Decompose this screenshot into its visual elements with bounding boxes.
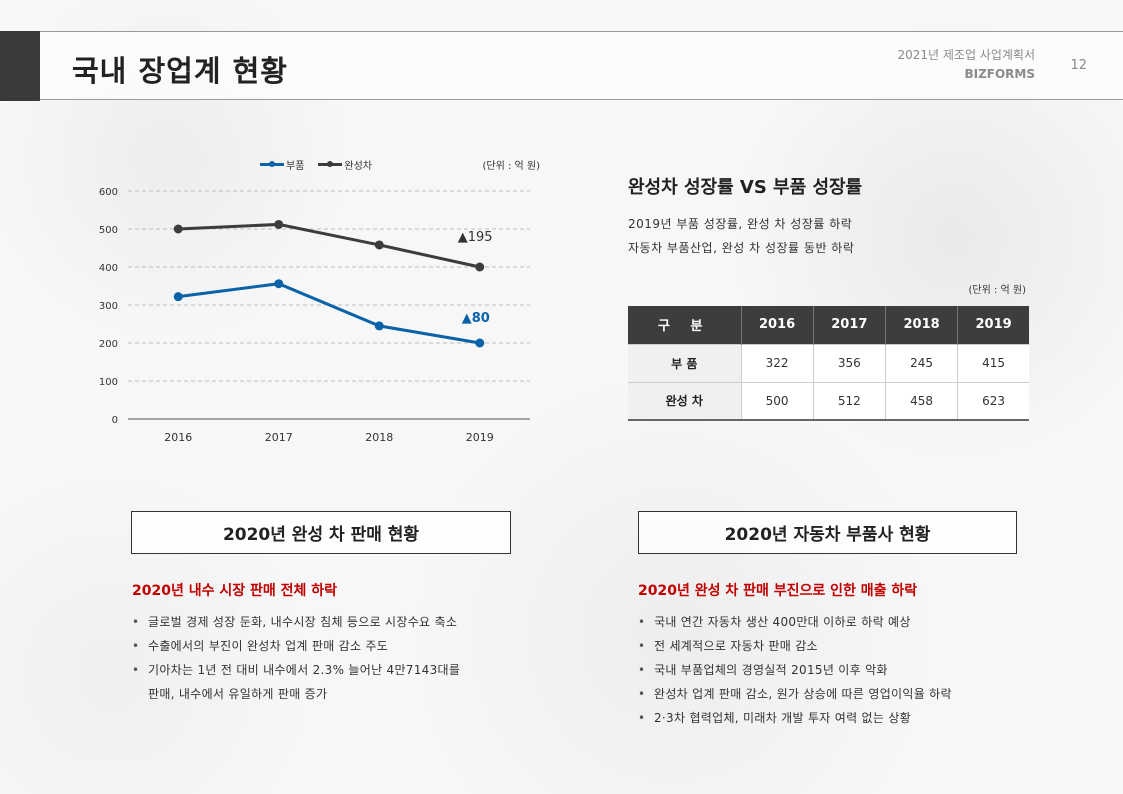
document-title: 2021년 제조업 사업계획서 — [897, 48, 1035, 62]
row-label-parts: 부 품 — [628, 343, 741, 382]
series-line — [178, 222, 481, 269]
legend-swatch-cars — [318, 161, 343, 167]
data-point — [475, 338, 485, 348]
left-section-subtitle: 2020년 내수 시장 판매 전체 하락 — [132, 583, 338, 599]
x-tick-label: 2019 — [466, 431, 494, 444]
data-point — [274, 219, 284, 229]
data-point — [173, 292, 183, 302]
left-bullet-list: 글로벌 경제 성장 둔화, 내수시장 침체 등으로 시장수요 축소 수출에서의 … — [132, 610, 460, 706]
table-cell: 500 — [740, 381, 814, 421]
line-chart: 0 100 200 300 400 500 600 2016 2017 2018 2019 ▲195 ▲… — [80, 150, 550, 460]
legend-label: 완성차 — [344, 161, 373, 172]
y-tick-label: 200 — [99, 339, 118, 350]
document-info: 2021년 제조업 사업계획서 BIZFORMS — [897, 46, 1035, 84]
table-header-category: 구 분 — [628, 306, 741, 344]
list-item: 완성차 업계 판매 감소, 원가 상승에 따른 영업이익율 하락 — [638, 682, 952, 706]
table-unit-label: (단위 : 억 원) — [968, 285, 1026, 296]
table-row: 부 품 322 356 245 415 — [628, 343, 1029, 382]
list-item: 2·3차 협력업체, 미래차 개발 투자 여력 없는 상황 — [638, 706, 952, 730]
right-section-subtitle: 2020년 완성 차 판매 부진으로 인한 매출 하락 — [638, 583, 918, 599]
sales-table: 구 분 2016 2017 2018 2019 부 품 322 356 245 … — [628, 306, 1029, 421]
y-tick-label: 300 — [99, 301, 118, 312]
table-header-2016: 2016 — [740, 306, 814, 344]
annotation-cars: ▲195 — [458, 230, 493, 245]
list-item-continuation: 판매, 내수에서 유일하게 판매 증가 — [148, 687, 328, 701]
table-cell: 415 — [957, 343, 1029, 382]
x-tick-label: 2016 — [164, 431, 192, 444]
list-item: 국내 부품업체의 경영실적 2015년 이후 악화 — [638, 658, 952, 682]
data-point — [173, 224, 183, 234]
series-line — [178, 282, 481, 345]
y-tick-label: 400 — [99, 263, 118, 274]
header-accent-block — [0, 31, 40, 101]
table-cell: 356 — [812, 343, 886, 382]
table-cell: 512 — [812, 381, 886, 421]
annotation-parts: ▲80 — [462, 311, 490, 326]
table-header-row: 구 분 2016 2017 2018 2019 — [628, 306, 1029, 344]
table-cell: 458 — [884, 381, 958, 421]
y-tick-label: 100 — [99, 377, 118, 388]
page-title: 국내 장업계 현황 — [72, 54, 288, 88]
page-header: 국내 장업계 현황 2021년 제조업 사업계획서 BIZFORMS 12 — [0, 31, 1123, 101]
data-point — [274, 279, 284, 289]
data-point — [475, 262, 485, 272]
data-point — [374, 321, 384, 331]
legend-label: 부품 — [286, 161, 305, 172]
y-tick-label: 600 — [99, 187, 118, 198]
growth-rate-line-1: 2019년 부품 성장률, 완성 차 성장률 하락 — [628, 217, 853, 231]
left-section-title: 2020년 완성 차 판매 현황 — [131, 511, 511, 554]
page-number: 12 — [1070, 58, 1087, 73]
table-header-2017: 2017 — [812, 306, 886, 344]
y-tick-label: 0 — [112, 415, 118, 426]
table-row: 완성 차 500 512 458 623 — [628, 381, 1029, 421]
list-item: 수출에서의 부진이 완성차 업계 판매 감소 주도 — [132, 634, 460, 658]
list-item: 기아차는 1년 전 대비 내수에서 2.3% 늘어난 4만7143대를 — [132, 658, 460, 682]
legend-swatch-parts — [260, 161, 284, 167]
table-header-2019: 2019 — [957, 306, 1029, 344]
growth-rate-title: 완성차 성장률 VS 부품 성장률 — [628, 177, 863, 198]
list-item: 글로벌 경제 성장 둔화, 내수시장 침체 등으로 시장수요 축소 — [132, 610, 460, 634]
brand-name: BIZFORMS — [964, 67, 1035, 81]
legend-item-cars: 완성차 — [318, 157, 372, 172]
row-label-cars: 완성 차 — [628, 381, 741, 421]
table-cell: 322 — [740, 343, 814, 382]
data-point — [374, 240, 384, 250]
table-cell: 623 — [957, 381, 1029, 421]
y-tick-label: 500 — [99, 225, 118, 236]
x-tick-label: 2018 — [365, 431, 393, 444]
list-item: 전 세계적으로 자동차 판매 감소 — [638, 634, 952, 658]
right-section-title: 2020년 자동차 부품사 현황 — [638, 511, 1017, 554]
chart-unit-label: (단위 : 억 원) — [482, 161, 540, 172]
legend-item-parts: 부품 — [260, 157, 304, 172]
list-item: 국내 연간 자동차 생산 400만대 이하로 하락 예상 — [638, 610, 952, 634]
chart-plot: 0 100 200 300 400 500 600 2016 2017 2018 2019 ▲195 ▲… — [99, 187, 530, 444]
chart-legend: 부품 완성차 — [260, 157, 372, 172]
right-bullet-list: 국내 연간 자동차 생산 400만대 이하로 하락 예상 전 세계적으로 자동차… — [638, 610, 952, 730]
table-header-2018: 2018 — [884, 306, 958, 344]
growth-rate-line-2: 자동차 부품산업, 완성 차 성장률 동반 하락 — [628, 241, 855, 255]
x-tick-label: 2017 — [265, 431, 293, 444]
table-cell: 245 — [884, 343, 958, 382]
